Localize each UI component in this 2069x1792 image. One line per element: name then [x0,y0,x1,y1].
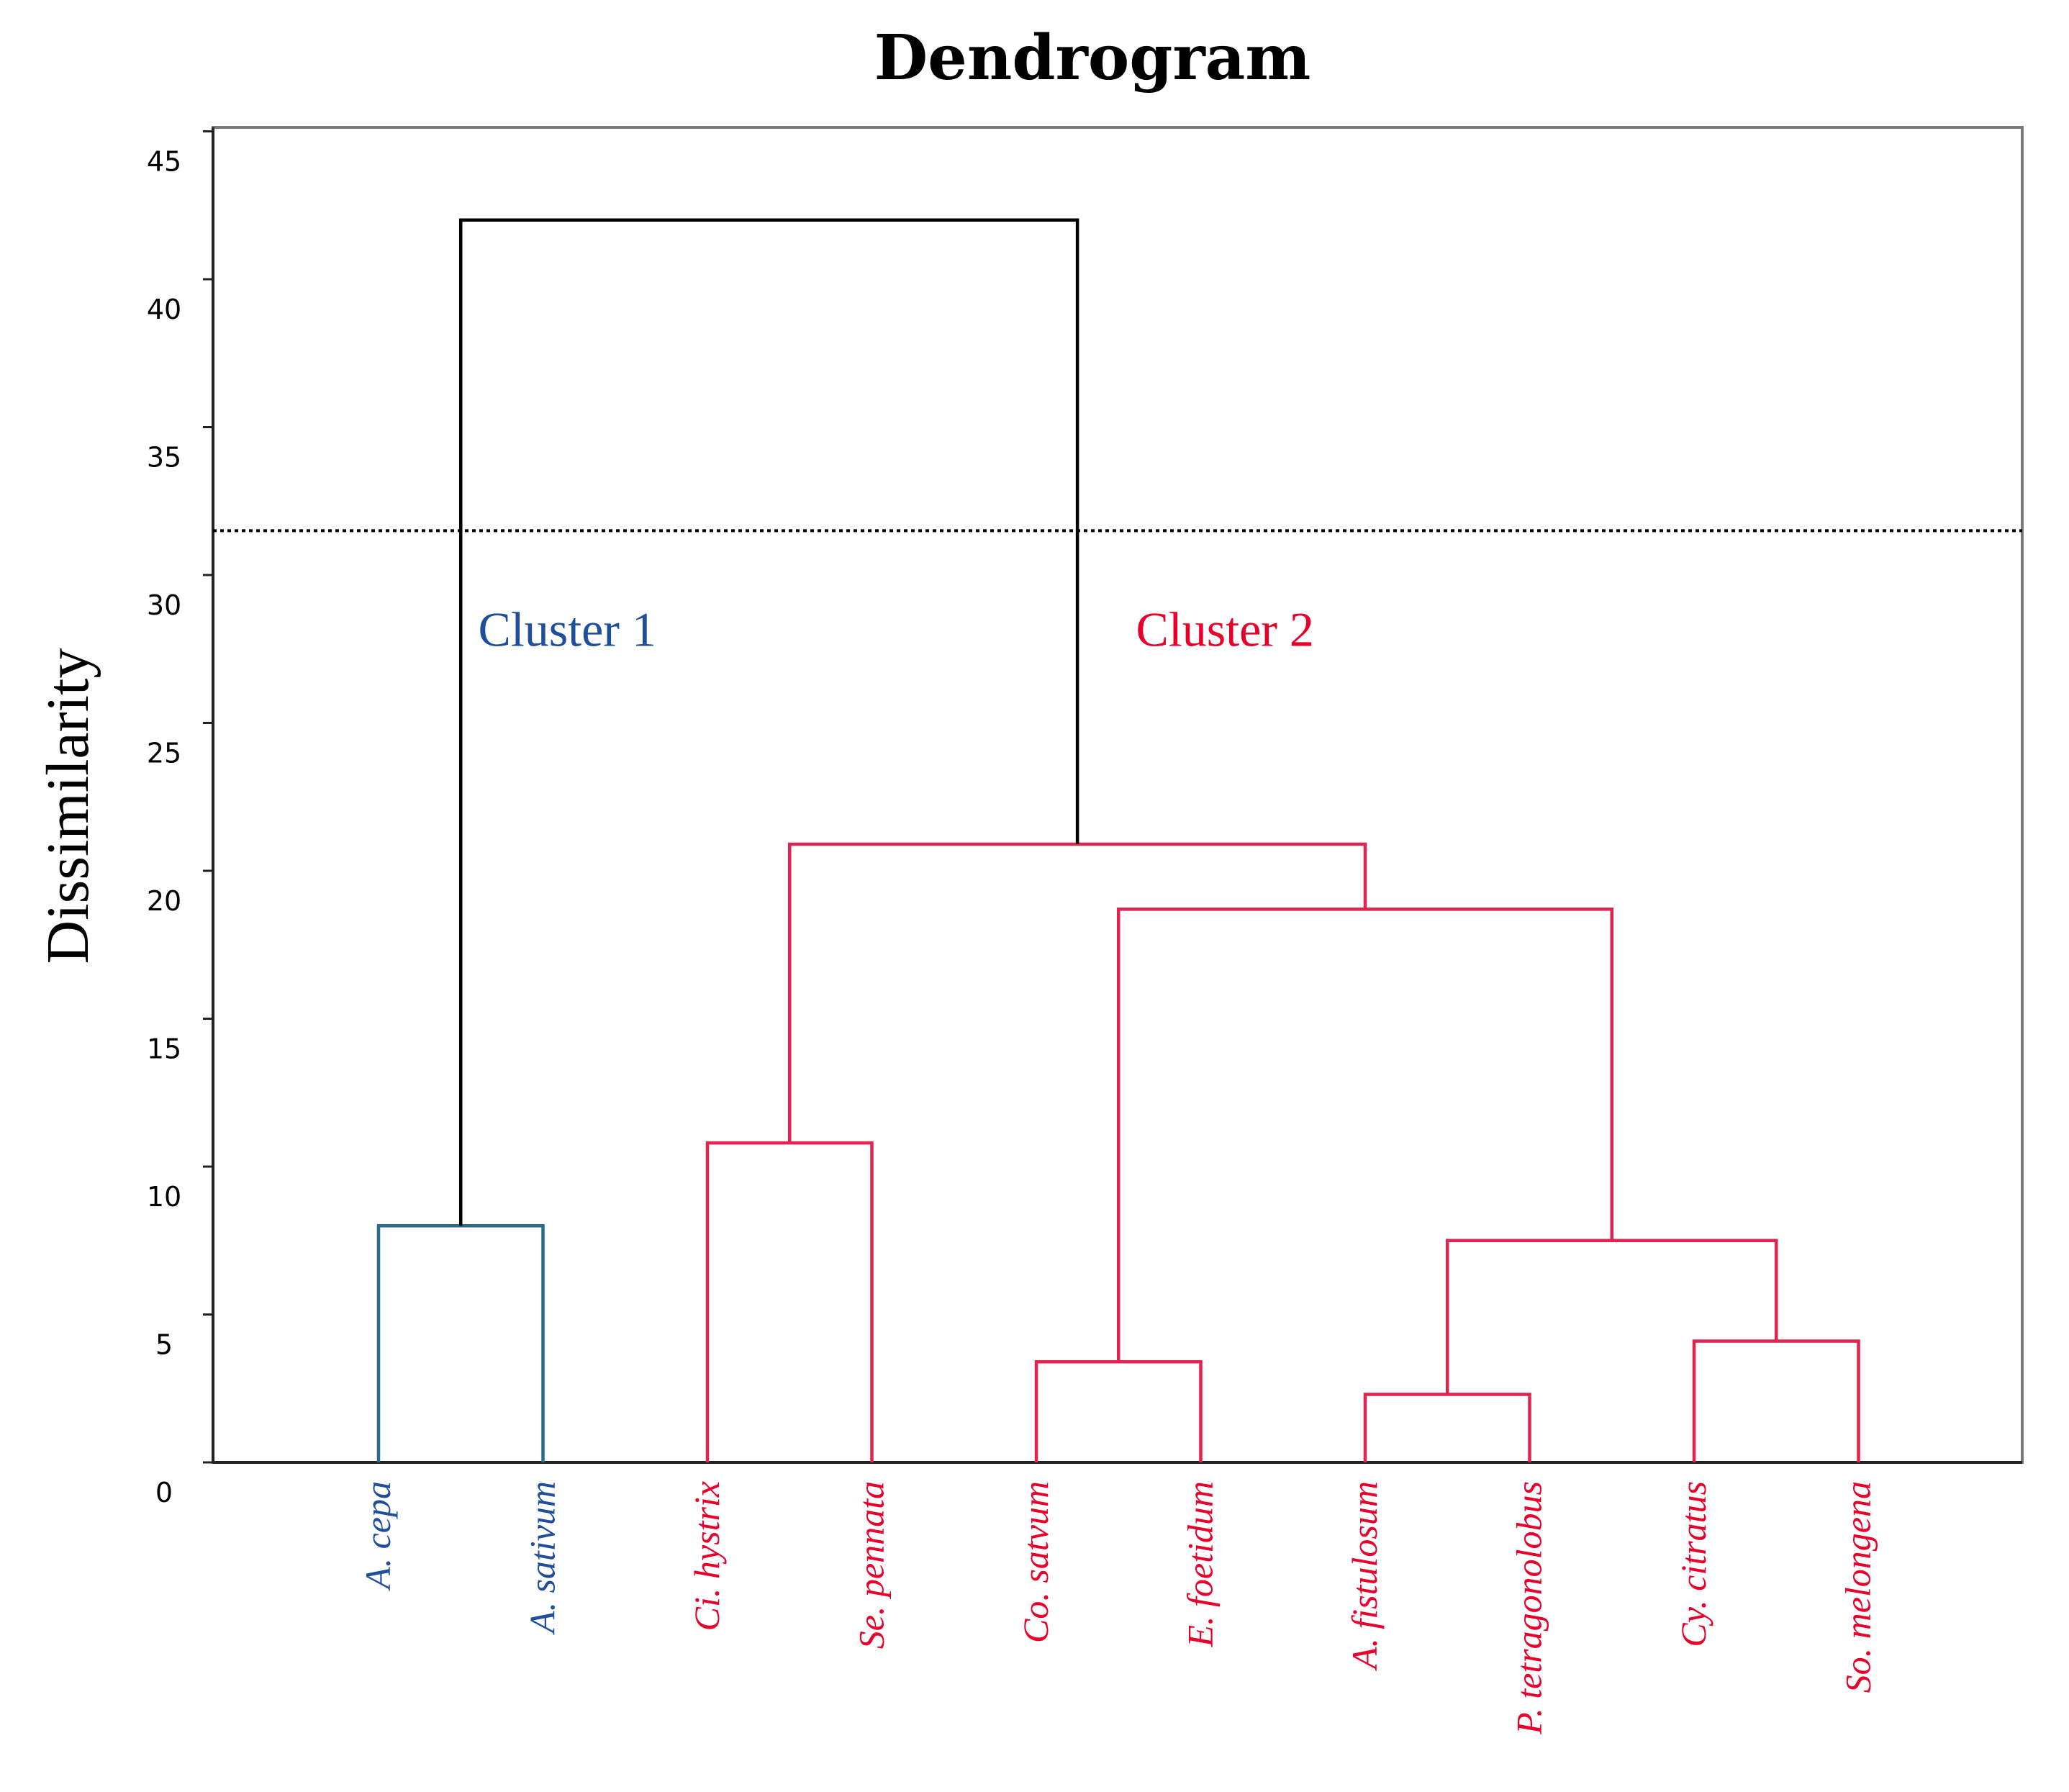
cluster-annotations: Cluster 1 Cluster 2 [479,602,1314,657]
leaf-labels: A. cepa A. sativum Ci. hystrix Se. pennata C… [358,1481,1878,1735]
y-tick-label: 25 [147,738,181,769]
y-axis-label: Dissimilarity [35,648,101,964]
y-tick-label: 45 [147,146,181,178]
leaf-label: So. melongena [1838,1481,1878,1693]
cluster-1-label: Cluster 1 [479,602,656,657]
dendrogram-link-m7 [1117,908,1613,1362]
dendrogram-links [376,218,1860,1462]
dendrogram-link-m4 [1363,1393,1531,1462]
leaf-label: P. tetragonolobus [1509,1481,1549,1735]
y-tick-label: 5 [155,1329,173,1361]
y-tick-label: 0 [155,1477,173,1508]
cluster-2-label: Cluster 2 [1136,602,1314,657]
dendrogram-link-m2 [705,1141,874,1462]
y-tick-label: 35 [147,442,181,474]
y-tick-label: 10 [147,1181,181,1213]
leaf-label: A. cepa [358,1481,398,1591]
dendrogram-link-m1 [376,1223,545,1462]
leaf-label: Se. pennata [851,1481,892,1649]
dendrogram-link-m5 [1692,1339,1860,1462]
y-axis-ticks: 0 5 10 15 20 25 30 35 40 45 [147,130,213,1508]
leaf-label: A. fistulosum [1344,1481,1385,1671]
leaf-label: A. sativum [522,1481,563,1635]
dendrogram-link-m6 [1446,1239,1778,1395]
leaf-label: Ci. hystrix [687,1481,727,1631]
y-tick-label: 30 [147,589,181,621]
dendrogram-link-m9 [459,218,1079,1226]
dendrogram-link-m3 [1034,1360,1203,1462]
y-tick-label: 15 [147,1033,181,1065]
leaf-label: E. foetidum [1180,1481,1221,1648]
y-tick-label: 40 [147,294,181,325]
y-tick-label: 20 [147,885,181,917]
leaf-label: Cy. citratus [1673,1481,1713,1647]
dendrogram-link-m8 [788,842,1367,1144]
leaf-label: Co. satvum [1015,1481,1056,1643]
chart-title: Dendrogram [874,22,1311,94]
